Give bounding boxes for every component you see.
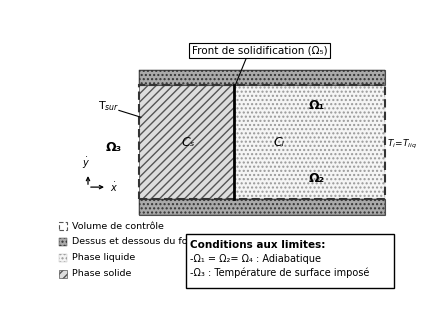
Bar: [140, 85, 385, 199]
Bar: [140, 199, 385, 215]
Text: Front de solidification (Ω₅): Front de solidification (Ω₅): [192, 46, 327, 56]
Text: Phase liquide: Phase liquide: [71, 253, 135, 262]
Text: Conditions aux limites:: Conditions aux limites:: [190, 240, 325, 250]
Text: Dessus et dessous du four: Dessus et dessous du four: [71, 237, 197, 246]
Text: Cₗ: Cₗ: [274, 136, 285, 149]
Text: Ω₃: Ω₃: [106, 141, 122, 154]
Text: Ω₂: Ω₂: [309, 172, 325, 185]
Text: T$_{i}$=T$_{liq}$: T$_{i}$=T$_{liq}$: [387, 138, 417, 151]
Text: T$_{sur}$: T$_{sur}$: [98, 99, 119, 113]
Bar: [186, 234, 393, 288]
Text: Volume de contrôle: Volume de contrôle: [71, 221, 163, 231]
Text: Phase solide: Phase solide: [71, 269, 131, 278]
Bar: [59, 238, 67, 246]
Text: -Ω₁ = Ω₂= Ω₄ : Adiabatique: -Ω₁ = Ω₂= Ω₄ : Adiabatique: [190, 254, 321, 264]
Bar: [59, 254, 67, 262]
Bar: [140, 199, 385, 215]
Bar: [59, 270, 67, 278]
Bar: [140, 70, 385, 85]
Text: $\dot{y}$: $\dot{y}$: [82, 155, 90, 171]
Text: $\dot{x}$: $\dot{x}$: [110, 180, 118, 194]
Bar: [234, 85, 385, 199]
Text: Cₛ: Cₛ: [182, 136, 195, 149]
Bar: [140, 70, 385, 85]
Text: -Ω₃ : Température de surface imposé: -Ω₃ : Température de surface imposé: [190, 268, 369, 278]
Text: Ω₁: Ω₁: [309, 99, 325, 112]
Bar: [234, 85, 385, 199]
Bar: [140, 85, 234, 199]
Bar: [140, 85, 234, 199]
Bar: [59, 222, 67, 230]
